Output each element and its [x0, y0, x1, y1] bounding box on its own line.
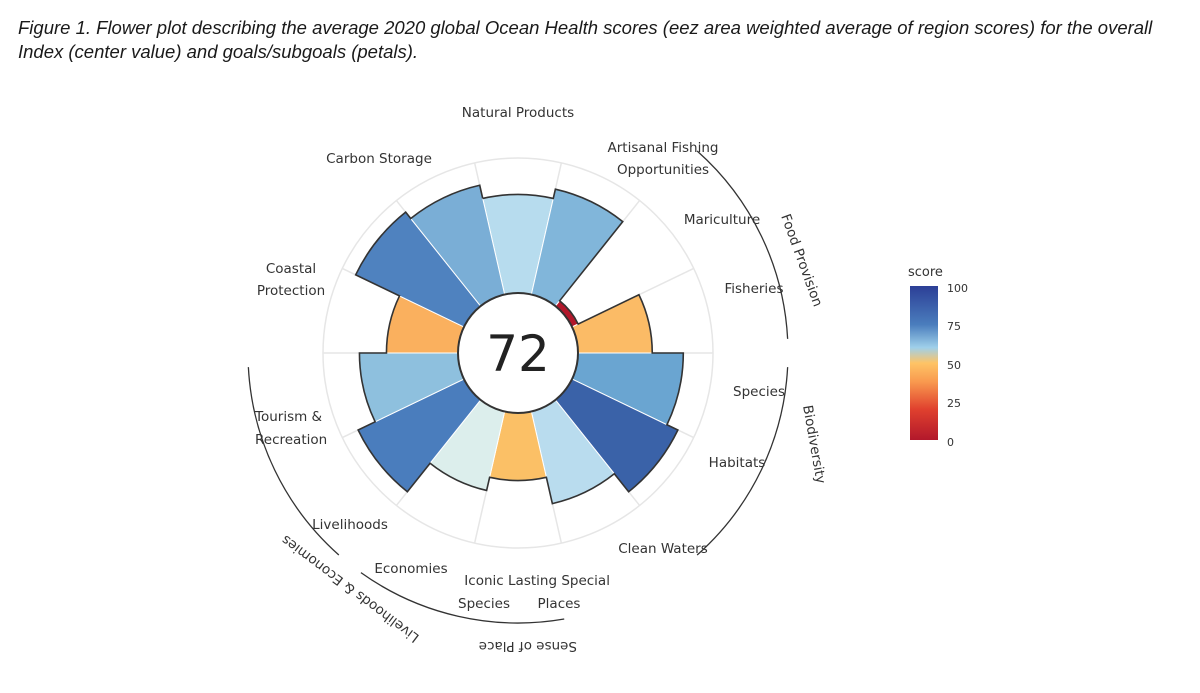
group-label-livelihoods-economies: Livelihoods & Economies: [279, 532, 423, 646]
label-fisheries: Fisheries: [724, 281, 783, 297]
legend-colorbar: [910, 286, 938, 440]
label-mariculture: Mariculture: [684, 212, 760, 228]
group-arc-0: [696, 150, 789, 339]
group-arcs: [247, 150, 789, 624]
label-tourism-2: Recreation: [255, 432, 327, 448]
center-circle: [457, 292, 579, 414]
figure-caption: Figure 1. Flower plot describing the ave…: [18, 17, 1153, 62]
label-species: Species: [733, 384, 785, 400]
petal-outline: [354, 184, 685, 505]
label-livelihoods: Livelihoods: [312, 517, 388, 533]
index-score: 72: [486, 325, 550, 383]
group-arc-3: [247, 367, 340, 556]
label-coastal-1: Coastal: [266, 261, 316, 277]
legend-tick-25: 25: [947, 397, 961, 410]
label-iconic-2: Species: [458, 596, 510, 612]
group-label-biodiversity: Biodiversity: [799, 404, 829, 485]
label-habitats: Habitats: [709, 455, 766, 471]
label-tourism-1: Tourism &: [254, 409, 323, 425]
label-carbon-storage: Carbon Storage: [326, 151, 432, 167]
legend: score 100 75 50 25 0: [908, 265, 968, 449]
label-artisanal-fishing-2: Opportunities: [617, 162, 709, 178]
group-label-sense-of-place: Sense of Place: [479, 638, 577, 654]
label-iconic-1: Iconic: [464, 573, 503, 589]
group-arc-2: [360, 572, 565, 624]
label-clean-waters: Clean Waters: [618, 541, 708, 557]
label-coastal-2: Protection: [257, 283, 325, 299]
group-arc-1: [696, 367, 789, 556]
label-lasting-1: Lasting Special: [508, 573, 610, 589]
label-natural-products: Natural Products: [462, 105, 574, 121]
legend-tick-100: 100: [947, 282, 968, 295]
label-artisanal-fishing-1: Artisanal Fishing: [607, 140, 718, 156]
legend-tick-75: 75: [947, 320, 961, 333]
legend-title: score: [908, 265, 943, 280]
legend-tick-0: 0: [947, 436, 954, 449]
petal-fisheries: [571, 294, 653, 354]
label-lasting-2: Places: [538, 596, 581, 612]
group-label-food-provision: Food Provision: [777, 212, 825, 309]
outline-layer: [354, 184, 685, 505]
legend-tick-50: 50: [947, 359, 961, 372]
label-economies: Economies: [374, 561, 447, 577]
